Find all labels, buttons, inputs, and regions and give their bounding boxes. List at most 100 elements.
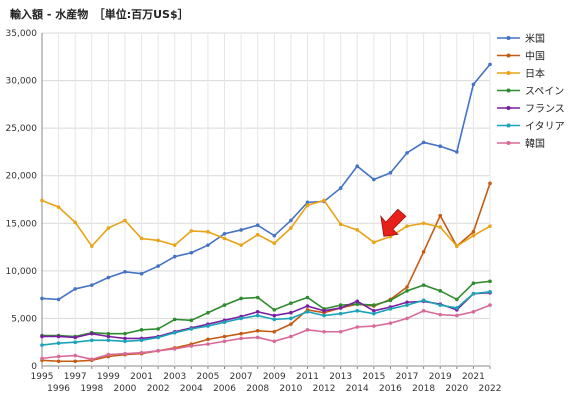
x-tick-label: 2009	[263, 372, 286, 382]
data-point	[272, 313, 277, 318]
x-tick-label: 2001	[130, 372, 153, 382]
data-point	[272, 233, 277, 238]
x-tick-label: 2019	[429, 372, 452, 382]
data-point	[338, 329, 343, 334]
data-point	[322, 309, 326, 313]
data-point	[89, 283, 94, 287]
data-point	[222, 303, 227, 307]
chart-title: 輸入額 - 水産物 ［単位:百万US$］	[10, 8, 189, 21]
data-point	[106, 338, 111, 343]
data-point	[272, 241, 277, 246]
x-tick-label: 2020	[445, 384, 468, 394]
data-point	[471, 233, 476, 238]
data-point	[455, 313, 459, 318]
series-line	[41, 63, 491, 301]
data-point	[405, 151, 409, 155]
data-point	[139, 338, 144, 343]
data-point	[123, 351, 127, 356]
series-line	[42, 291, 491, 340]
data-point	[255, 223, 260, 227]
data-point	[73, 340, 77, 345]
data-point	[421, 309, 426, 313]
legend-label: フランス	[525, 103, 565, 115]
data-point	[438, 289, 443, 293]
data-point	[338, 311, 343, 316]
data-point	[289, 334, 293, 339]
x-tick-label: 2015	[362, 372, 385, 382]
data-point	[89, 357, 94, 362]
data-point	[255, 313, 260, 318]
data-point	[488, 181, 492, 186]
data-point	[372, 309, 376, 313]
data-point	[106, 352, 111, 357]
legend-label: スペイン	[525, 87, 564, 98]
data-point	[438, 144, 443, 149]
data-point	[421, 221, 426, 226]
x-tick-label: 1999	[97, 372, 120, 382]
series-5	[40, 289, 492, 347]
y-tick-label: 0	[31, 362, 37, 372]
data-point	[405, 316, 409, 321]
x-tick-label: 2013	[329, 372, 352, 382]
data-point	[455, 297, 459, 302]
data-point	[338, 222, 343, 227]
x-tick-label: 2011	[296, 372, 319, 382]
data-point	[172, 317, 177, 322]
legend-label: イタリア	[525, 121, 565, 133]
data-point	[123, 270, 127, 274]
data-point	[73, 359, 77, 364]
y-tick-label: 25,000	[6, 124, 38, 134]
series-2	[40, 198, 492, 248]
data-point	[156, 335, 160, 340]
series-line	[41, 290, 491, 346]
data-point	[206, 230, 210, 234]
legend-marker	[506, 36, 511, 40]
data-point	[156, 238, 160, 243]
data-point	[438, 312, 443, 317]
data-point	[338, 303, 343, 307]
data-point	[305, 328, 310, 332]
legend-marker	[506, 106, 511, 110]
data-point	[139, 236, 144, 241]
series-group	[40, 62, 492, 364]
series-line	[41, 199, 491, 248]
legend-item: 日本	[497, 67, 545, 80]
data-point	[139, 328, 144, 332]
data-point	[322, 329, 326, 334]
legend-item: イタリア	[497, 121, 565, 133]
y-tick-label: 5,000	[11, 314, 37, 324]
data-point	[289, 218, 293, 223]
data-point	[388, 321, 393, 325]
x-tick-label: 2004	[180, 384, 203, 394]
x-tick-label: 2006	[213, 384, 236, 394]
x-tick-label: 2014	[346, 384, 369, 394]
x-tick-label: 2008	[246, 384, 269, 394]
data-point	[471, 82, 476, 87]
data-point	[56, 297, 61, 302]
legend-item: フランス	[497, 103, 565, 115]
y-tick-label: 20,000	[6, 172, 38, 182]
data-point	[438, 225, 443, 229]
x-tick-label: 1998	[80, 384, 103, 394]
data-point	[372, 303, 376, 307]
data-point	[222, 339, 227, 344]
data-point	[189, 250, 194, 255]
data-point	[488, 279, 492, 284]
data-point	[123, 218, 127, 223]
series-line	[41, 304, 491, 361]
data-point	[305, 295, 310, 300]
legend-marker	[506, 53, 511, 58]
data-point	[405, 289, 409, 293]
data-point	[56, 359, 61, 364]
data-point	[56, 341, 61, 345]
data-point	[355, 299, 360, 304]
data-point	[156, 327, 160, 331]
data-point	[305, 304, 310, 308]
data-point	[255, 335, 260, 340]
data-point	[172, 330, 177, 335]
data-point	[172, 243, 177, 247]
data-point	[106, 331, 111, 336]
data-point	[40, 343, 44, 347]
data-point	[272, 317, 277, 322]
